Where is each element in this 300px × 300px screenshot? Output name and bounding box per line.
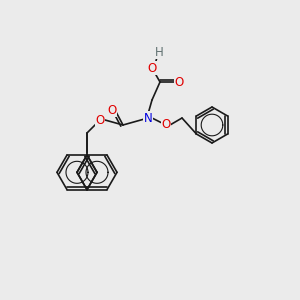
Text: O: O [147, 61, 157, 74]
Text: O: O [107, 103, 117, 116]
Text: N: N [144, 112, 152, 124]
Text: O: O [174, 76, 184, 88]
Text: O: O [95, 113, 105, 127]
Text: O: O [161, 118, 171, 131]
Text: H: H [154, 46, 164, 59]
